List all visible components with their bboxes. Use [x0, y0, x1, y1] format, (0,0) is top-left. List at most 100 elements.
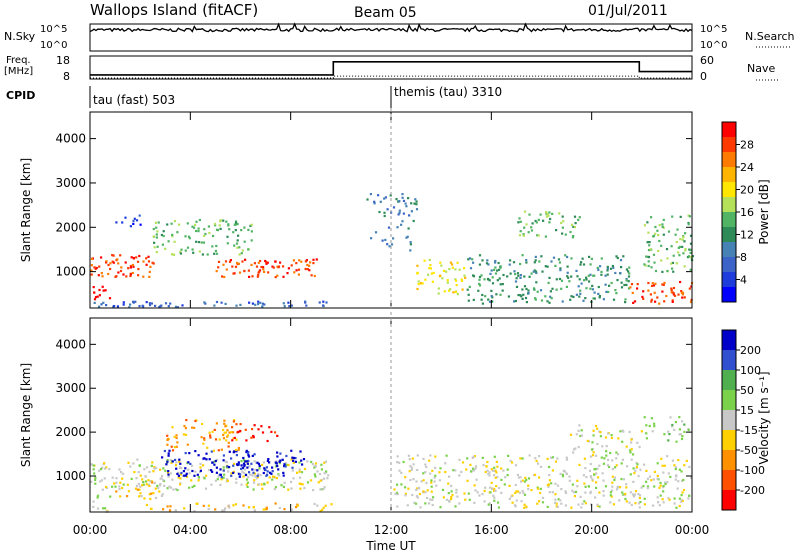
range-gate-cell [236, 246, 239, 249]
range-gate-cell [243, 465, 246, 468]
range-gate-cell [93, 472, 96, 475]
range-gate-cell [298, 468, 301, 471]
range-gate-cell [304, 301, 307, 304]
range-gate-cell [417, 283, 420, 286]
range-gate-cell [662, 233, 665, 236]
range-gate-cell [478, 284, 482, 287]
range-gate-cell [549, 290, 552, 293]
range-gate-cell [509, 459, 512, 462]
noise-right-ytick-bottom: 10^0 [700, 40, 727, 51]
range-gate-cell [215, 471, 218, 474]
range-gate-cell [302, 458, 306, 461]
range-gate-cell [262, 508, 265, 511]
range-gate-cell [246, 462, 249, 465]
range-gate-cell [386, 243, 389, 246]
range-gate-cell [166, 487, 169, 490]
range-gate-cell [592, 451, 595, 454]
range-gate-cell [222, 454, 225, 457]
range-gate-cell [92, 464, 95, 467]
range-gate-cell [219, 473, 222, 476]
range-gate-cell [145, 466, 148, 469]
range-gate-cell [611, 459, 614, 462]
range-gate-cell [676, 487, 679, 490]
range-gate-cell [129, 225, 132, 228]
range-gate-cell [292, 259, 295, 262]
range-gate-cell [538, 476, 541, 479]
range-gate-cell [687, 497, 690, 500]
range-gate-cell [595, 486, 598, 489]
range-gate-cell [536, 290, 539, 293]
range-gate-cell [550, 482, 553, 485]
range-gate-cell [276, 464, 279, 468]
range-gate-cell [203, 437, 206, 440]
range-gate-cell [285, 463, 288, 466]
range-gate-cell [228, 431, 231, 434]
range-gate-cell [598, 505, 601, 508]
range-gate-cell [257, 274, 260, 277]
range-gate-cell [455, 284, 458, 287]
range-gate-cell [155, 233, 158, 236]
range-gate-cell [525, 301, 528, 304]
range-gate-cell [306, 481, 310, 484]
range-gate-cell [271, 265, 274, 268]
range-gate-cell [514, 505, 517, 508]
range-gate-cell [279, 452, 282, 455]
range-gate-cell [247, 269, 250, 272]
range-gate-cell [234, 503, 237, 506]
range-gate-cell [284, 465, 287, 468]
range-gate-cell [210, 450, 213, 453]
range-gate-cell [396, 493, 399, 496]
range-gate-cell [680, 290, 683, 293]
range-gate-cell [648, 424, 651, 428]
range-gate-cell [689, 234, 693, 237]
range-gate-cell [90, 463, 93, 466]
range-gate-cell [274, 276, 277, 279]
range-gate-cell [124, 216, 127, 219]
range-gate-cell [314, 462, 318, 465]
range-gate-cell [472, 261, 475, 264]
range-gate-cell [593, 468, 596, 471]
range-gate-cell [295, 262, 298, 265]
range-gate-cell [282, 302, 285, 305]
range-gate-cell [258, 270, 261, 273]
range-gate-cell [500, 467, 503, 470]
range-gate-cell [409, 241, 412, 244]
range-gate-cell [139, 485, 142, 488]
range-gate-cell [282, 474, 285, 477]
range-gate-cell [172, 253, 176, 256]
range-gate-cell [407, 197, 410, 200]
range-gate-cell [572, 448, 576, 451]
range-gate-cell [188, 452, 191, 455]
range-gate-cell [522, 491, 525, 494]
range-gate-cell [629, 286, 632, 289]
range-gate-cell [151, 461, 154, 464]
range-gate-cell [533, 269, 536, 272]
range-gate-cell [389, 194, 392, 197]
range-gate-cell [134, 300, 137, 303]
range-gate-cell [630, 441, 633, 444]
range-gate-cell [176, 488, 179, 492]
range-gate-cell [454, 290, 457, 294]
range-gate-cell [258, 464, 261, 468]
range-gate-cell [136, 260, 140, 263]
range-gate-cell [317, 481, 320, 484]
range-gate-cell [559, 499, 562, 502]
range-gate-cell [220, 448, 223, 451]
range-gate-cell [654, 300, 657, 303]
range-gate-cell [450, 490, 453, 493]
range-gate-cell [600, 273, 603, 276]
range-gate-cell [481, 456, 484, 459]
range-gate-cell [461, 288, 464, 291]
range-gate-cell [670, 287, 673, 290]
range-gate-cell [589, 455, 592, 458]
range-gate-cell [647, 264, 650, 268]
cpid-panel: CPID tau (fast) 503 themis (tau) 3310 [6, 85, 502, 108]
range-gate-cell [219, 483, 222, 486]
range-gate-cell [430, 272, 433, 275]
range-gate-cell [468, 257, 472, 260]
range-gate-cell [617, 437, 620, 440]
range-gate-cell [239, 429, 242, 433]
range-gate-cell [688, 287, 691, 290]
range-gate-cell [264, 259, 267, 263]
